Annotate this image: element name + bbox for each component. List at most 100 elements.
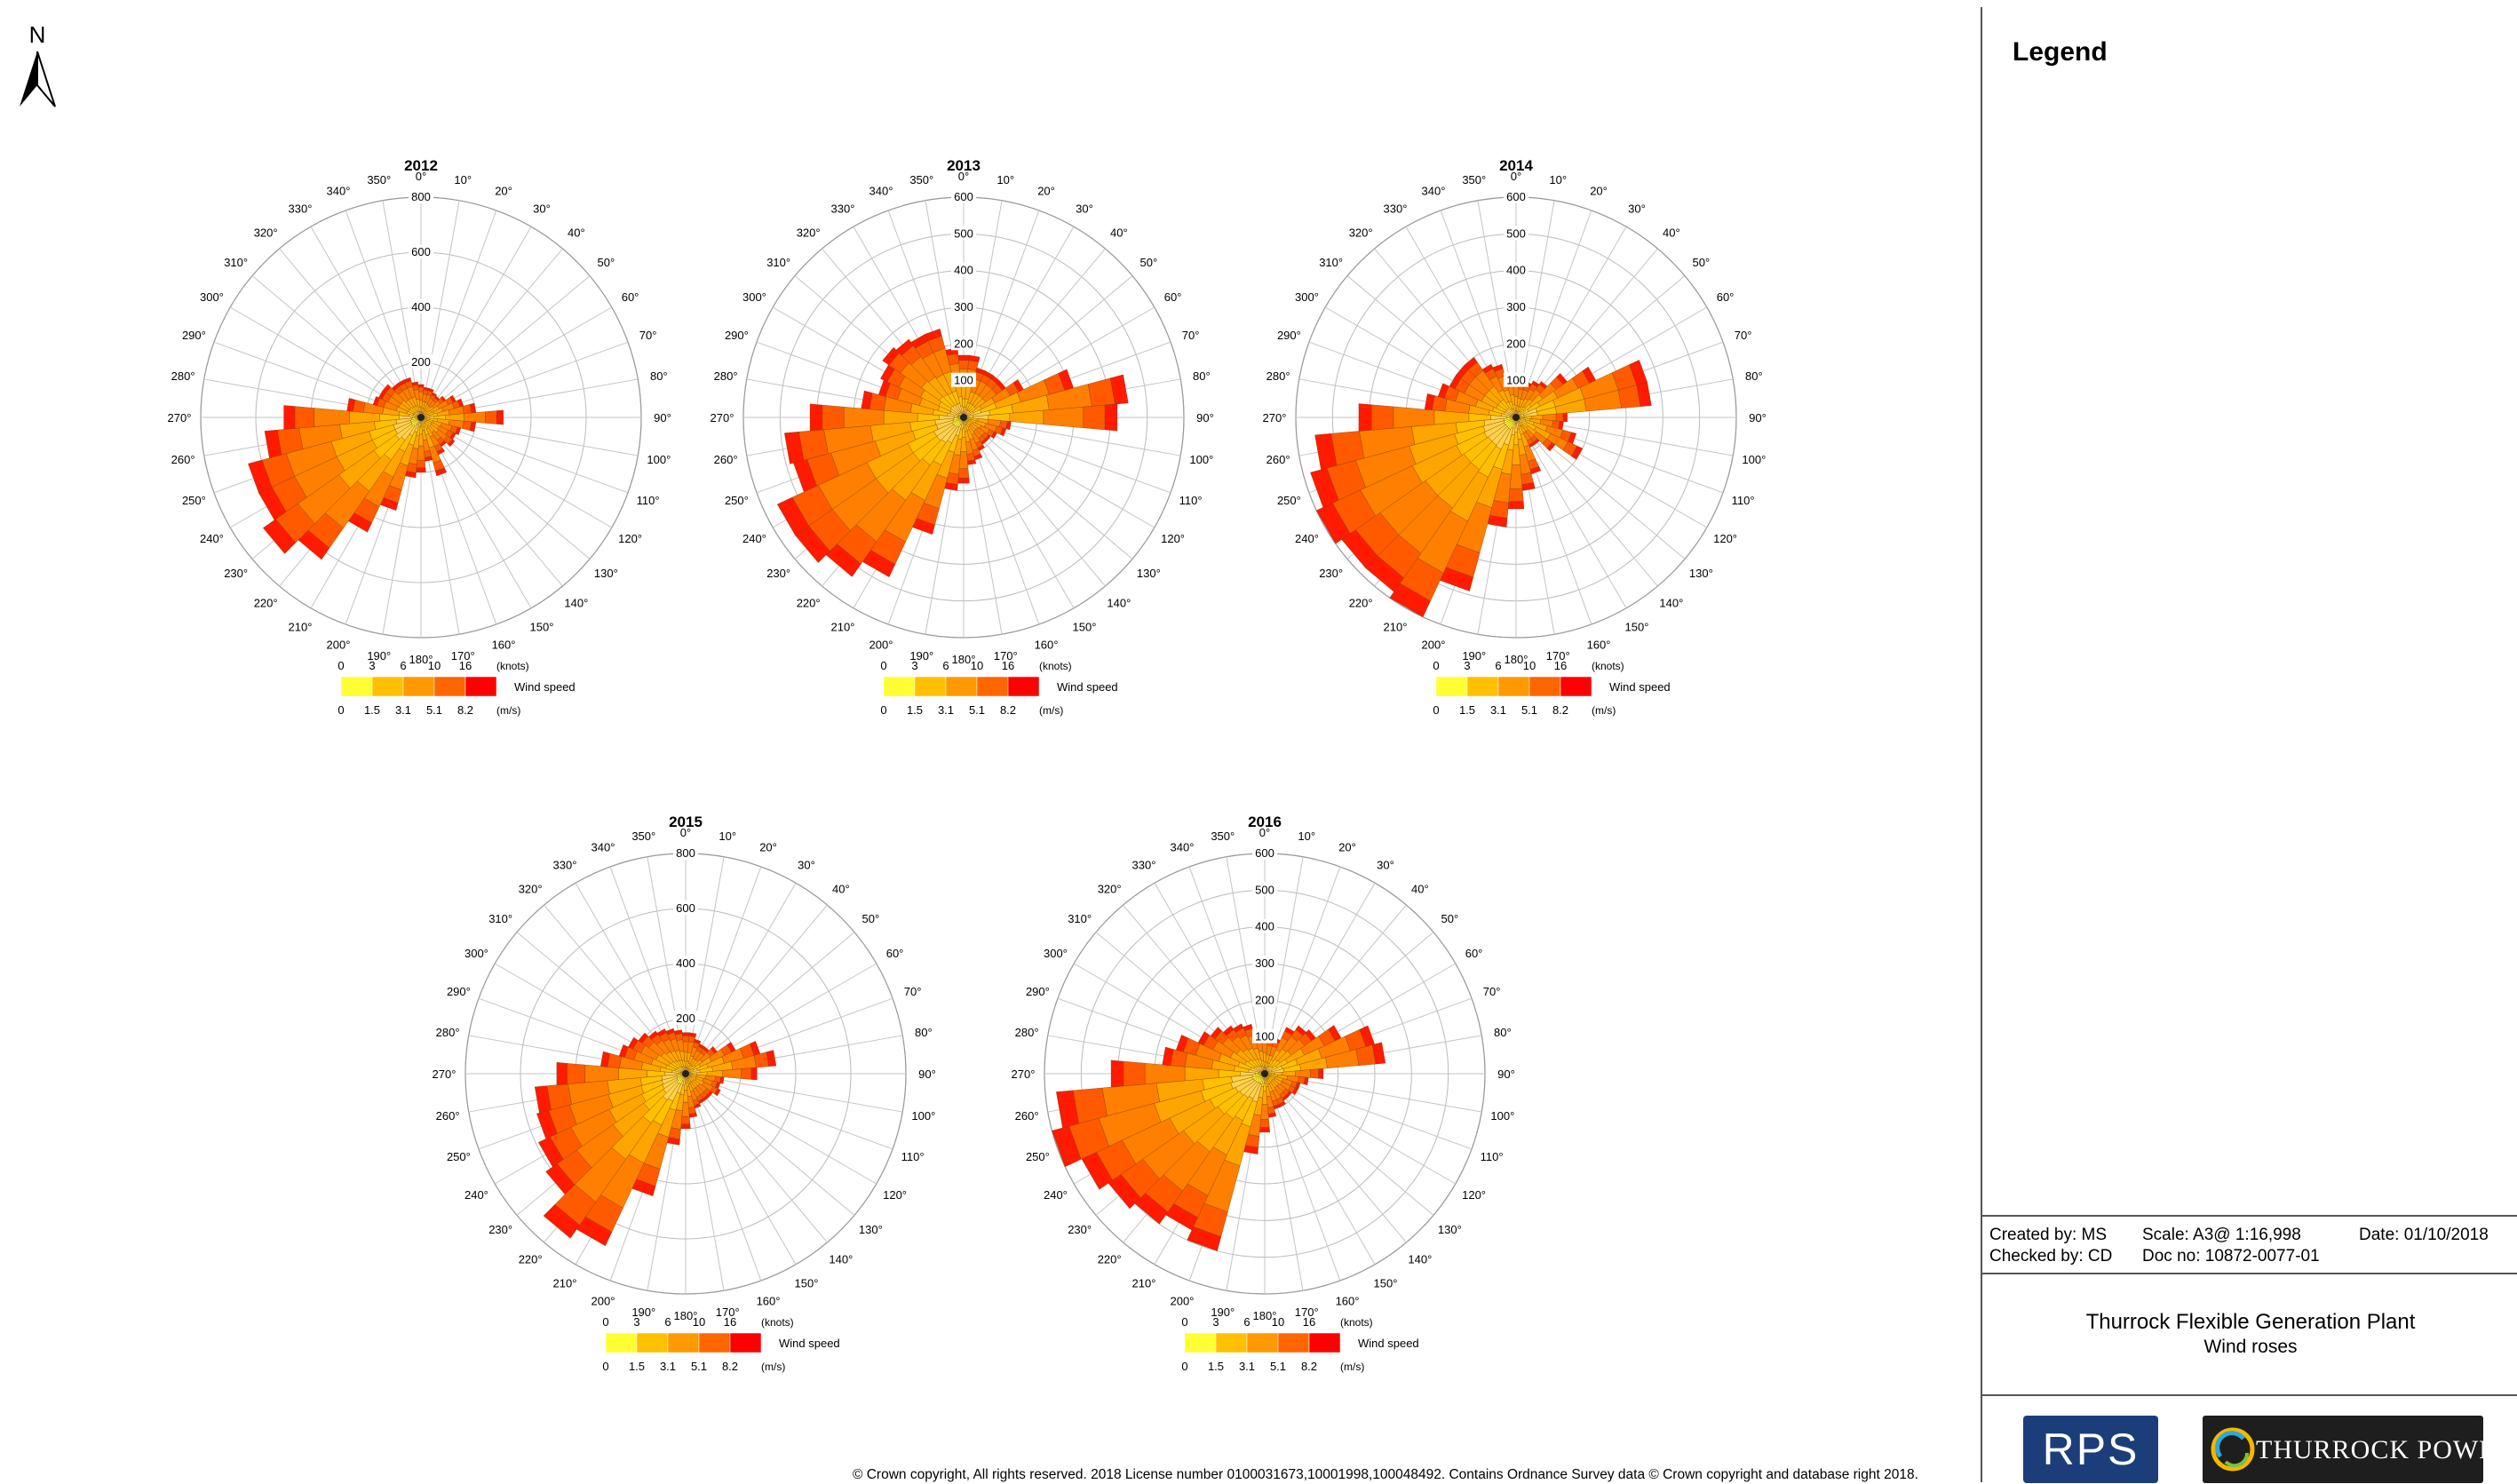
- speed-swatch: [915, 677, 946, 696]
- rose-petal-segment: [681, 1124, 691, 1129]
- direction-label: 110°: [1732, 494, 1755, 507]
- direction-label: 40°: [1411, 883, 1429, 896]
- direction-label: 30°: [1628, 202, 1646, 215]
- rose-petal-segment: [681, 1116, 690, 1124]
- direction-label: 260°: [1266, 453, 1290, 466]
- ms-unit: (m/s): [761, 1361, 785, 1373]
- rose-petal-segment: [958, 361, 968, 369]
- knots-tick: 3: [369, 659, 375, 672]
- knots-tick: 6: [1495, 659, 1501, 672]
- speed-swatch: [1247, 1333, 1278, 1353]
- direction-label: 300°: [742, 290, 766, 304]
- direction-label: 350°: [367, 173, 391, 186]
- speed-swatch: [699, 1333, 730, 1353]
- direction-label: 160°: [757, 1295, 781, 1308]
- direction-label: 340°: [327, 184, 351, 197]
- speed-swatch: [668, 1333, 699, 1353]
- rose-petal-segment: [1371, 405, 1393, 431]
- knots-tick: 10: [693, 1315, 705, 1329]
- direction-label: 40°: [1110, 226, 1128, 240]
- ring-label: 200: [954, 337, 973, 350]
- ring-label: 600: [1506, 190, 1526, 203]
- direction-label: 290°: [725, 329, 749, 342]
- knots-unit: (knots): [1592, 660, 1624, 672]
- direction-label: 120°: [1161, 532, 1185, 545]
- rose-petal-segment: [682, 1033, 689, 1036]
- direction-label: 330°: [553, 858, 577, 871]
- ring-label: 500: [1255, 883, 1274, 896]
- rose-center: [682, 1070, 689, 1077]
- direction-label: 100°: [911, 1109, 935, 1123]
- wind-rose-2015: 20152004006008000°10°20°30°40°50°60°70°8…: [433, 813, 936, 1373]
- ring-label: 400: [1506, 264, 1526, 277]
- direction-label: 140°: [829, 1252, 853, 1266]
- ms-unit: (m/s): [1340, 1361, 1364, 1373]
- direction-label: 30°: [533, 202, 551, 215]
- rose-petal-segment: [1044, 407, 1084, 428]
- direction-label: 120°: [883, 1188, 907, 1202]
- direction-label: 110°: [637, 494, 660, 507]
- direction-label: 270°: [168, 411, 192, 425]
- direction-label: 90°: [1497, 1067, 1515, 1081]
- rose-petal-segment: [485, 411, 496, 425]
- direction-label: 60°: [1717, 290, 1735, 304]
- knots-tick: 3: [1212, 1315, 1219, 1329]
- wind-speed-label: Wind speed: [514, 680, 576, 694]
- direction-label: 140°: [1107, 596, 1131, 609]
- created-by: Created by: MS: [1989, 1226, 2107, 1245]
- direction-label: 40°: [568, 226, 585, 240]
- direction-label: 0°: [958, 170, 969, 183]
- direction-label: 210°: [553, 1277, 577, 1290]
- rose-petal-segment: [1556, 413, 1563, 421]
- ms-tick: 8.2: [1000, 703, 1016, 717]
- wind-speed-label: Wind speed: [1609, 680, 1671, 694]
- direction-label: 60°: [1164, 290, 1182, 304]
- direction-label: 50°: [1140, 256, 1158, 269]
- knots-tick: 10: [428, 659, 441, 672]
- rose-petal-segment: [742, 1068, 751, 1080]
- direction-label: 290°: [1026, 985, 1050, 998]
- rose-petal-segment: [751, 1067, 757, 1080]
- direction-label: 340°: [869, 184, 893, 197]
- direction-label: 330°: [1384, 202, 1408, 215]
- direction-label: 250°: [1026, 1150, 1050, 1163]
- ring-label: 300: [1506, 300, 1526, 313]
- direction-label: 330°: [289, 202, 313, 215]
- direction-label: 210°: [289, 621, 313, 634]
- direction-label: 350°: [1462, 173, 1486, 186]
- knots-tick: 0: [337, 659, 344, 672]
- direction-label: 200°: [1422, 639, 1446, 652]
- direction-label: 160°: [1336, 1295, 1360, 1308]
- direction-label: 270°: [1012, 1067, 1036, 1081]
- rps-logo: RPS: [2023, 1416, 2158, 1483]
- ms-tick: 1.5: [364, 703, 380, 717]
- direction-label: 70°: [639, 329, 657, 342]
- ms-tick: 3.1: [938, 703, 954, 717]
- ms-tick: 1.5: [1459, 703, 1475, 717]
- wind-speed-label: Wind speed: [1358, 1337, 1419, 1350]
- ms-tick: 0: [1181, 1360, 1187, 1373]
- direction-label: 20°: [759, 840, 777, 853]
- direction-label: 60°: [1465, 947, 1483, 960]
- direction-label: 80°: [1494, 1026, 1512, 1039]
- direction-label: 280°: [1015, 1026, 1039, 1039]
- direction-label: 220°: [254, 596, 278, 609]
- knots-tick: 6: [664, 1315, 671, 1329]
- speed-swatch: [341, 677, 372, 696]
- rose-petal-segment: [1084, 405, 1105, 430]
- direction-label: 70°: [1735, 329, 1752, 342]
- drawing-info: Created by: MS Checked by: CD Scale: A3@…: [1982, 1215, 2517, 1274]
- direction-label: 30°: [1377, 858, 1394, 871]
- ms-tick: 0: [337, 703, 344, 717]
- ms-tick: 5.1: [691, 1360, 707, 1373]
- ms-tick: 0: [1433, 703, 1439, 717]
- direction-label: 70°: [904, 985, 922, 998]
- ring-label: 300: [954, 300, 973, 313]
- rose-petal-segment: [1508, 502, 1524, 509]
- direction-label: 240°: [1295, 532, 1319, 545]
- direction-label: 30°: [1076, 202, 1093, 215]
- rose-petal-segment: [958, 469, 969, 478]
- speed-swatch: [637, 1333, 668, 1353]
- ring-label: 200: [1506, 337, 1526, 350]
- direction-label: 80°: [915, 1026, 933, 1039]
